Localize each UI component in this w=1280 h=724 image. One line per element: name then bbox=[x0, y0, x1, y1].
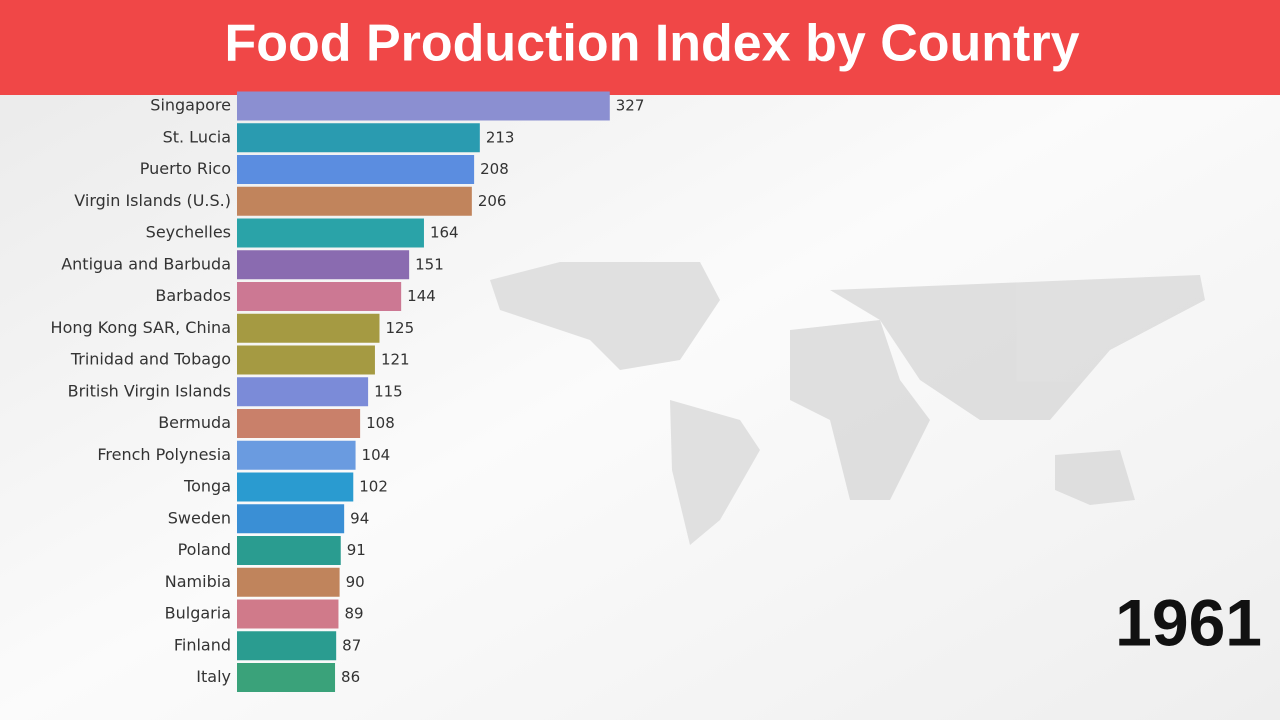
category-label: British Virgin Islands bbox=[68, 381, 231, 400]
value-label: 94 bbox=[350, 509, 369, 527]
value-label: 89 bbox=[344, 605, 363, 623]
bar bbox=[237, 91, 610, 121]
value-label: 90 bbox=[346, 573, 365, 591]
bar bbox=[237, 123, 480, 153]
value-label: 208 bbox=[480, 160, 509, 178]
category-label: Puerto Rico bbox=[140, 159, 231, 178]
category-label: Tonga bbox=[183, 477, 231, 496]
category-label: Virgin Islands (U.S.) bbox=[74, 191, 231, 210]
bar bbox=[237, 504, 345, 534]
category-label: Sweden bbox=[168, 508, 231, 527]
bar bbox=[237, 218, 424, 248]
value-label: 91 bbox=[347, 541, 366, 559]
category-label: Antigua and Barbuda bbox=[61, 254, 231, 273]
value-label: 115 bbox=[374, 382, 403, 400]
category-label: Italy bbox=[196, 667, 231, 686]
value-label: 86 bbox=[341, 668, 360, 686]
bar bbox=[237, 282, 402, 311]
bar bbox=[237, 155, 475, 184]
bar bbox=[237, 409, 361, 438]
bar bbox=[237, 599, 339, 629]
value-label: 125 bbox=[386, 319, 415, 337]
category-label: Hong Kong SAR, China bbox=[51, 318, 231, 337]
bar bbox=[237, 567, 340, 597]
bar bbox=[237, 250, 410, 280]
value-label: 151 bbox=[415, 255, 444, 273]
value-label: 327 bbox=[616, 97, 645, 115]
category-label: Barbados bbox=[155, 286, 231, 305]
bar bbox=[237, 313, 380, 343]
category-label: Singapore bbox=[150, 96, 231, 115]
bar bbox=[237, 440, 356, 470]
category-label: Finland bbox=[174, 635, 231, 654]
value-label: 102 bbox=[359, 478, 388, 496]
bar bbox=[237, 663, 336, 692]
year-label: 1961 bbox=[1115, 585, 1262, 659]
value-label: 104 bbox=[362, 446, 391, 464]
value-label: 87 bbox=[342, 636, 361, 654]
world-map bbox=[490, 262, 1205, 545]
category-label: Seychelles bbox=[146, 223, 231, 242]
chart-title: Food Production Index by Country bbox=[224, 15, 1079, 73]
value-label: 108 bbox=[366, 414, 395, 432]
value-label: 206 bbox=[478, 192, 507, 210]
bar bbox=[237, 472, 354, 502]
category-label: Trinidad and Tobago bbox=[70, 350, 231, 369]
value-label: 144 bbox=[407, 287, 436, 305]
bar bbox=[237, 186, 472, 216]
category-label: French Polynesia bbox=[97, 445, 231, 464]
title-banner bbox=[0, 0, 1280, 95]
category-label: St. Lucia bbox=[163, 127, 231, 146]
value-label: 213 bbox=[486, 128, 515, 146]
category-label: Bermuda bbox=[158, 413, 231, 432]
bar bbox=[237, 536, 341, 565]
bar bbox=[237, 631, 337, 661]
bar bbox=[237, 377, 369, 407]
category-label: Namibia bbox=[165, 572, 231, 591]
category-label: Bulgaria bbox=[165, 604, 231, 623]
value-label: 164 bbox=[430, 224, 459, 242]
bar bbox=[237, 345, 375, 375]
value-label: 121 bbox=[381, 351, 410, 369]
category-label: Poland bbox=[178, 540, 231, 559]
